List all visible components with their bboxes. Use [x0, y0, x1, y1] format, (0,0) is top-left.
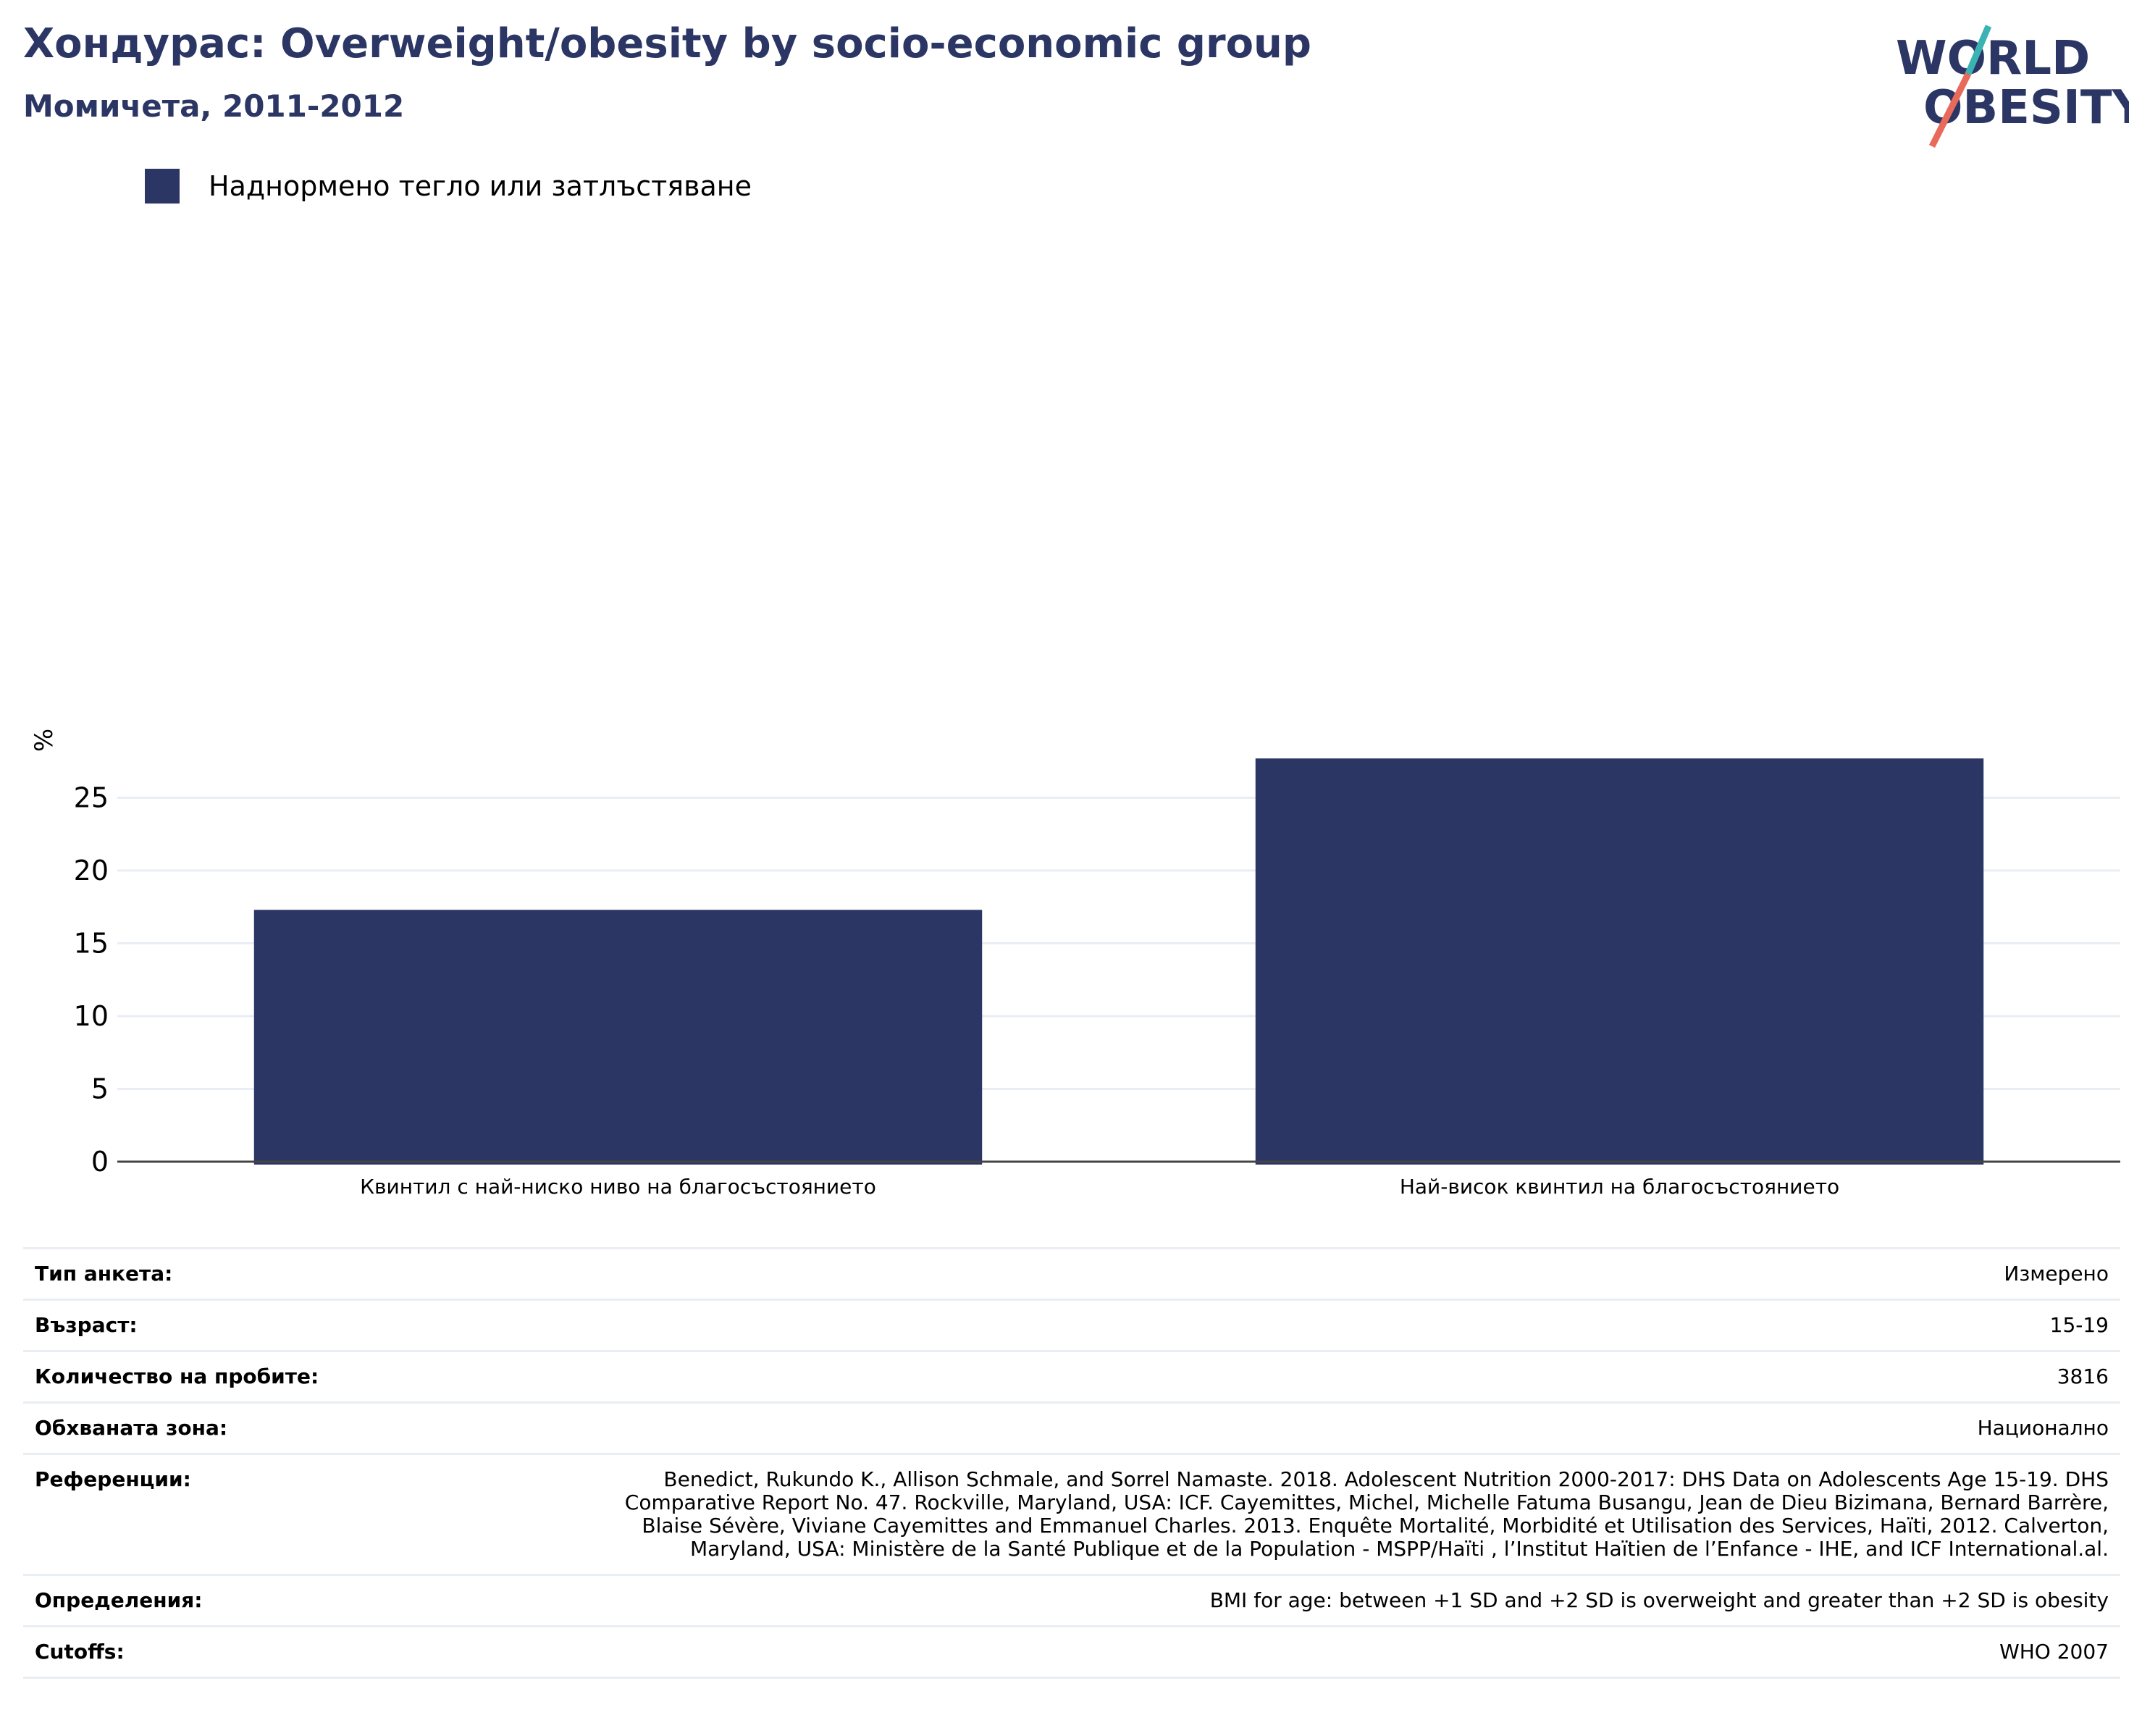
info-key: Количество на пробите: — [23, 1350, 553, 1404]
y-tick-label: 15 — [74, 928, 109, 960]
info-value: Измерено — [553, 1247, 2120, 1301]
bar-chart: 0 5 10 15 20 25% Квинтил с най-ниско ниво на б… — [30, 729, 2120, 1199]
info-value: 3816 — [553, 1350, 2120, 1404]
legend: Наднормено тегло или затлъстяване — [145, 168, 752, 204]
info-key: Cutoffs: — [23, 1625, 553, 1679]
info-value: BMI for age: between +1 SD and +2 SD is … — [553, 1574, 2120, 1627]
logo-slash-coral — [1928, 72, 1972, 148]
info-value: Национално — [553, 1401, 2120, 1455]
info-row: Възраст: 15-19 — [23, 1299, 2120, 1352]
bar — [253, 910, 983, 1165]
legend-label: Наднормено тегло или затлъстяване — [209, 170, 752, 202]
info-key: Обхваната зона: — [23, 1401, 553, 1455]
info-value: 15-19 — [553, 1299, 2120, 1352]
x-category-label: Квинтил с най-ниско ниво на благосъстоян… — [360, 1175, 876, 1199]
info-value: Benedict, Rukundo K., Allison Schmale, a… — [553, 1453, 2120, 1576]
chart-title: Хондурас: Overweight/obesity by socio-ec… — [23, 20, 1312, 67]
info-table: Тип анкета: Измерено Възраст: 15-19 Количест… — [23, 1247, 2120, 1679]
bar — [1255, 758, 1984, 1165]
y-tick-label: 0 — [91, 1146, 109, 1178]
info-key: Възраст: — [23, 1299, 553, 1352]
info-row: Cutoffs: WHO 2007 — [23, 1625, 2120, 1679]
y-tick-label: 25 — [74, 782, 109, 814]
info-row: Количество на пробите: 3816 — [23, 1350, 2120, 1404]
info-row: Определения: BMI for age: between +1 SD a… — [23, 1574, 2120, 1627]
logo-word-world: WORLD — [1896, 32, 2090, 85]
info-key: Определения: — [23, 1574, 553, 1627]
legend-swatch — [145, 169, 180, 204]
info-row: Тип анкета: Измерено — [23, 1247, 2120, 1301]
y-tick-label: 20 — [74, 855, 109, 886]
info-value: WHO 2007 — [553, 1625, 2120, 1679]
world-obesity-logo: WORLD OBESITY — [1896, 25, 2129, 148]
info-key: Референции: — [23, 1453, 553, 1576]
y-tick-label: 5 — [91, 1073, 109, 1105]
logo-slash-teal — [1965, 25, 1992, 75]
x-category-label: Най-висок квинтил на благосъстоянието — [1400, 1175, 1839, 1199]
info-row: Обхваната зона: Национално — [23, 1401, 2120, 1455]
y-tick-label: 10 — [74, 1000, 109, 1032]
chart-subtitle: Момичета, 2011-2012 — [23, 88, 405, 124]
info-row: Референции: Benedict, Rukundo K., Allison… — [23, 1453, 2120, 1576]
y-axis-label: % — [30, 729, 59, 752]
info-key: Тип анкета: — [23, 1247, 553, 1301]
